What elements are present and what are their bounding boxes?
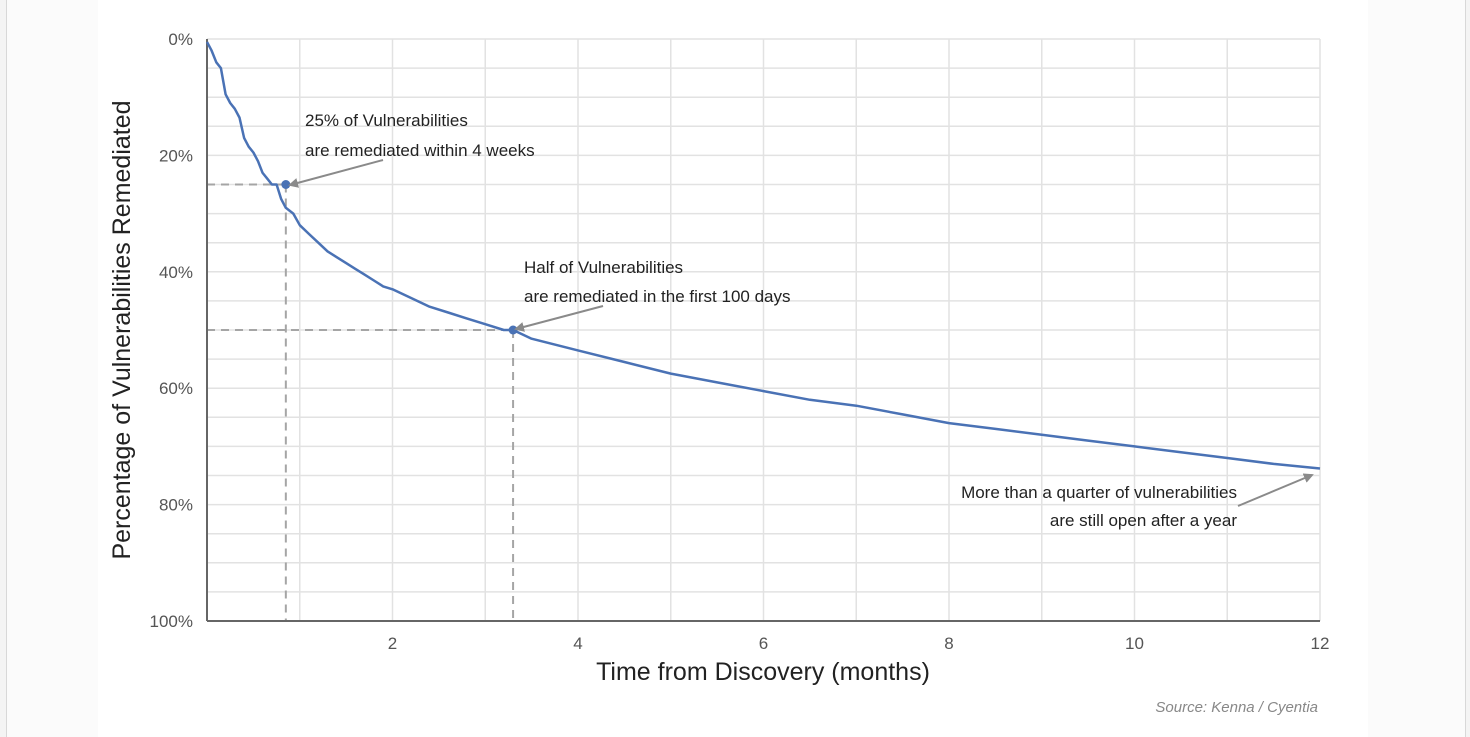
annotation-25-line-2: are remediated within 4 weeks: [305, 141, 535, 160]
x-axis-title: Time from Discovery (months): [596, 658, 930, 686]
y-tick-label: 0%: [168, 30, 193, 49]
source-note: Source: Kenna / Cyentia: [1155, 699, 1318, 716]
annotation-25-line-1: 25% of Vulnerabilities: [305, 111, 468, 130]
tick-labels: 2 4 6 8 10 12 0% 20% 40% 60% 80% 100%: [150, 30, 1330, 653]
annotation-25-percent: 25% of Vulnerabilities are remediated wi…: [305, 111, 535, 160]
axes: [206, 39, 1320, 622]
y-tick-label: 80%: [159, 496, 193, 515]
x-tick-label: 2: [388, 634, 397, 653]
highlight-point-2: [508, 325, 518, 335]
annotation-half-line-1: Half of Vulnerabilities: [524, 258, 683, 277]
annotation-arrow-half: [514, 305, 604, 332]
y-axis-title: Percentage of Vulnerabilities Remediated: [108, 100, 136, 559]
series-line-1: [205, 41, 1321, 470]
x-tick-label: 10: [1125, 634, 1144, 653]
annotation-quarter-open: More than a quarter of vulnerabilities a…: [961, 483, 1237, 530]
y-tick-label: 100%: [150, 612, 193, 631]
x-tick-label: 4: [573, 634, 582, 653]
annotation-quarter-line-2: are still open after a year: [1050, 511, 1237, 530]
x-tick-label: 8: [944, 634, 953, 653]
x-tick-label: 6: [759, 634, 768, 653]
annotation-half-line-2: are remediated in the first 100 days: [524, 287, 790, 306]
annotation-half: Half of Vulnerabilities are remediated i…: [524, 258, 790, 306]
guide-lines: [207, 183, 515, 621]
y-tick-label: 40%: [159, 263, 193, 282]
y-tick-label: 60%: [159, 379, 193, 398]
y-tick-label: 20%: [159, 146, 193, 165]
annotation-arrow-25: [288, 159, 384, 188]
annotation-arrow-quarter: [1237, 473, 1314, 507]
annotation-quarter-line-1: More than a quarter of vulnerabilities: [961, 483, 1237, 502]
chart-panel: [98, 0, 1368, 737]
highlight-point-1: [281, 180, 291, 189]
x-tick-label: 12: [1311, 634, 1330, 653]
